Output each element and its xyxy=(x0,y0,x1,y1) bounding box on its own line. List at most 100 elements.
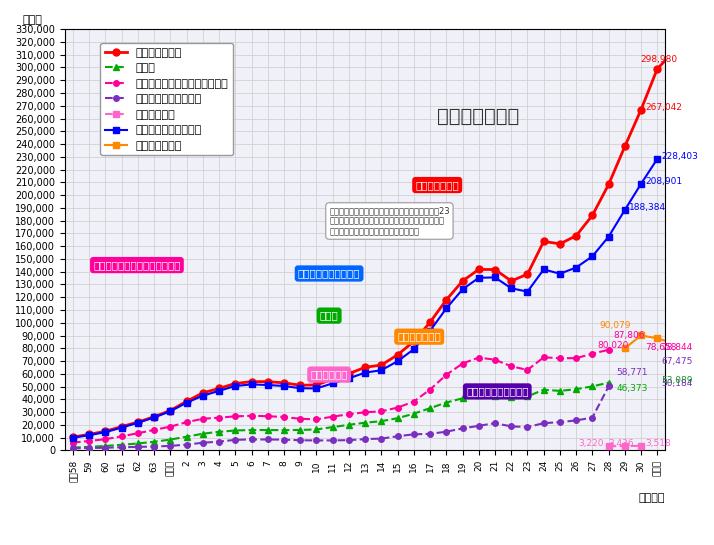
外国人留学生数 xyxy=(393,352,402,358)
大学院 xyxy=(572,386,580,392)
Line: 準備教育課程: 準備教育課程 xyxy=(606,443,644,449)
高等教育機関在籍者数 xyxy=(150,414,159,421)
大学院 xyxy=(410,410,418,417)
外国人留学生数 xyxy=(263,378,272,385)
大学院 xyxy=(328,424,337,431)
高等教育機関在籍者数 xyxy=(280,383,288,389)
Text: 「出入国管理及び難民認定法」の改正により平成23
年度以降、「高等教育機関」に加え、「日本語教育
機関」に在籍する留学生も含めて計上。: 「出入国管理及び難民認定法」の改正により平成23 年度以降、「高等教育機関」に加… xyxy=(329,206,450,236)
Text: 298,980: 298,980 xyxy=(640,55,678,64)
Text: 53,089: 53,089 xyxy=(661,376,693,385)
高等教育機関在籍者数 xyxy=(491,274,499,281)
専修学校（専門課程） xyxy=(134,444,142,450)
高等教育機関在籍者数 xyxy=(312,385,321,392)
学部・短期大学・高等専門学校 xyxy=(491,356,499,363)
専修学校（専門課程） xyxy=(280,437,288,443)
専修学校（専門課程） xyxy=(572,417,580,423)
Text: 228,403: 228,403 xyxy=(661,152,698,161)
高等教育機関在籍者数 xyxy=(475,275,483,281)
準備教育課程 xyxy=(620,443,629,449)
学部・短期大学・高等専門学校 xyxy=(539,354,548,361)
Text: 312,214: 312,214 xyxy=(0,544,1,545)
Text: 3,436: 3,436 xyxy=(608,439,634,448)
学部・短期大学・高等専門学校 xyxy=(101,436,110,443)
専修学校（専門課程） xyxy=(361,436,369,443)
専修学校（専門課程） xyxy=(247,436,256,443)
Text: 外国人留学生数: 外国人留学生数 xyxy=(437,107,520,126)
大学院 xyxy=(296,427,304,433)
高等教育機関在籍者数 xyxy=(231,383,240,389)
外国人留学生数 xyxy=(491,267,499,273)
学部・短期大学・高等専門学校 xyxy=(442,372,451,378)
Text: 90,079: 90,079 xyxy=(600,322,631,330)
学部・短期大学・高等専門学校 xyxy=(555,355,564,361)
大学院 xyxy=(555,387,564,394)
日本語教育機関 xyxy=(669,340,678,347)
日本語教育機関 xyxy=(620,345,629,352)
Text: 267,042: 267,042 xyxy=(645,102,682,112)
専修学校（専門課程） xyxy=(345,437,353,444)
専修学校（専門課程） xyxy=(263,436,272,443)
学部・短期大学・高等専門学校 xyxy=(475,354,483,361)
学部・短期大学・高等専門学校 xyxy=(263,413,272,420)
Text: 78,658: 78,658 xyxy=(645,343,677,352)
専修学校（専門課程） xyxy=(442,428,451,435)
学部・短期大学・高等専門学校 xyxy=(572,355,580,361)
大学院 xyxy=(491,393,499,399)
大学院 xyxy=(393,415,402,421)
専修学校（専門課程） xyxy=(69,445,77,452)
Text: 46,373: 46,373 xyxy=(616,384,648,393)
Text: 準備教育機関: 準備教育機関 xyxy=(311,370,348,379)
学部・短期大学・高等専門学校 xyxy=(458,360,467,367)
Text: 日本語教育機関: 日本語教育機関 xyxy=(397,332,441,342)
日本語教育機関 xyxy=(653,335,662,342)
高等教育機関在籍者数 xyxy=(215,387,223,394)
外国人留学生数 xyxy=(523,271,532,277)
外国人留学生数 xyxy=(410,338,418,344)
外国人留学生数 xyxy=(328,376,337,383)
Text: 188,384: 188,384 xyxy=(629,203,666,212)
高等教育機関在籍者数 xyxy=(555,270,564,277)
高等教育機関在籍者数 xyxy=(182,399,191,406)
専修学校（専門課程） xyxy=(491,420,499,427)
Line: 高等教育機関在籍者数: 高等教育機関在籍者数 xyxy=(69,155,660,441)
高等教育機関在籍者数 xyxy=(85,432,94,438)
Text: 92,952: 92,952 xyxy=(0,544,1,545)
専修学校（専門課程） xyxy=(507,423,516,429)
高等教育機関在籍者数 xyxy=(523,288,532,295)
外国人留学生数 xyxy=(150,414,159,420)
外国人留学生数 xyxy=(572,233,580,239)
Text: 外国人留学生数: 外国人留学生数 xyxy=(416,180,459,190)
外国人留学生数 xyxy=(475,266,483,272)
高等教育機関在籍者数 xyxy=(198,392,207,399)
外国人留学生数 xyxy=(134,419,142,426)
準備教育課程 xyxy=(637,443,645,449)
高等教育機関在籍者数 xyxy=(247,381,256,387)
学部・短期大学・高等専門学校 xyxy=(604,347,613,353)
外国人留学生数 xyxy=(198,390,207,396)
外国人留学生数 xyxy=(345,371,353,377)
高等教育機関在籍者数 xyxy=(345,375,353,382)
大学院 xyxy=(539,386,548,393)
大学院 xyxy=(231,427,240,434)
専修学校（専門課程） xyxy=(523,423,532,430)
専修学校（専門課程） xyxy=(328,437,337,444)
Line: 外国人留学生数: 外国人留学生数 xyxy=(69,49,677,440)
学部・短期大学・高等専門学校 xyxy=(182,419,191,426)
学部・短期大学・高等専門学校 xyxy=(507,363,516,370)
Text: 87,806: 87,806 xyxy=(613,331,645,340)
Line: 日本語教育機関: 日本語教育機関 xyxy=(621,332,677,352)
大学院 xyxy=(507,394,516,401)
大学院 xyxy=(198,431,207,437)
外国人留学生数 xyxy=(280,379,288,386)
大学院 xyxy=(182,433,191,440)
専修学校（専門課程） xyxy=(117,444,126,451)
Line: 専修学校（専門課程）: 専修学校（専門課程） xyxy=(70,384,611,451)
学部・短期大学・高等専門学校 xyxy=(280,414,288,420)
高等教育機関在籍者数 xyxy=(296,385,304,391)
Text: （年度）: （年度） xyxy=(639,493,665,503)
外国人留学生数 xyxy=(85,431,94,438)
大学院 xyxy=(101,443,110,449)
大学院 xyxy=(117,441,126,448)
Text: 専修学校（専門課程）: 専修学校（専門課程） xyxy=(466,386,528,396)
大学院 xyxy=(134,440,142,447)
